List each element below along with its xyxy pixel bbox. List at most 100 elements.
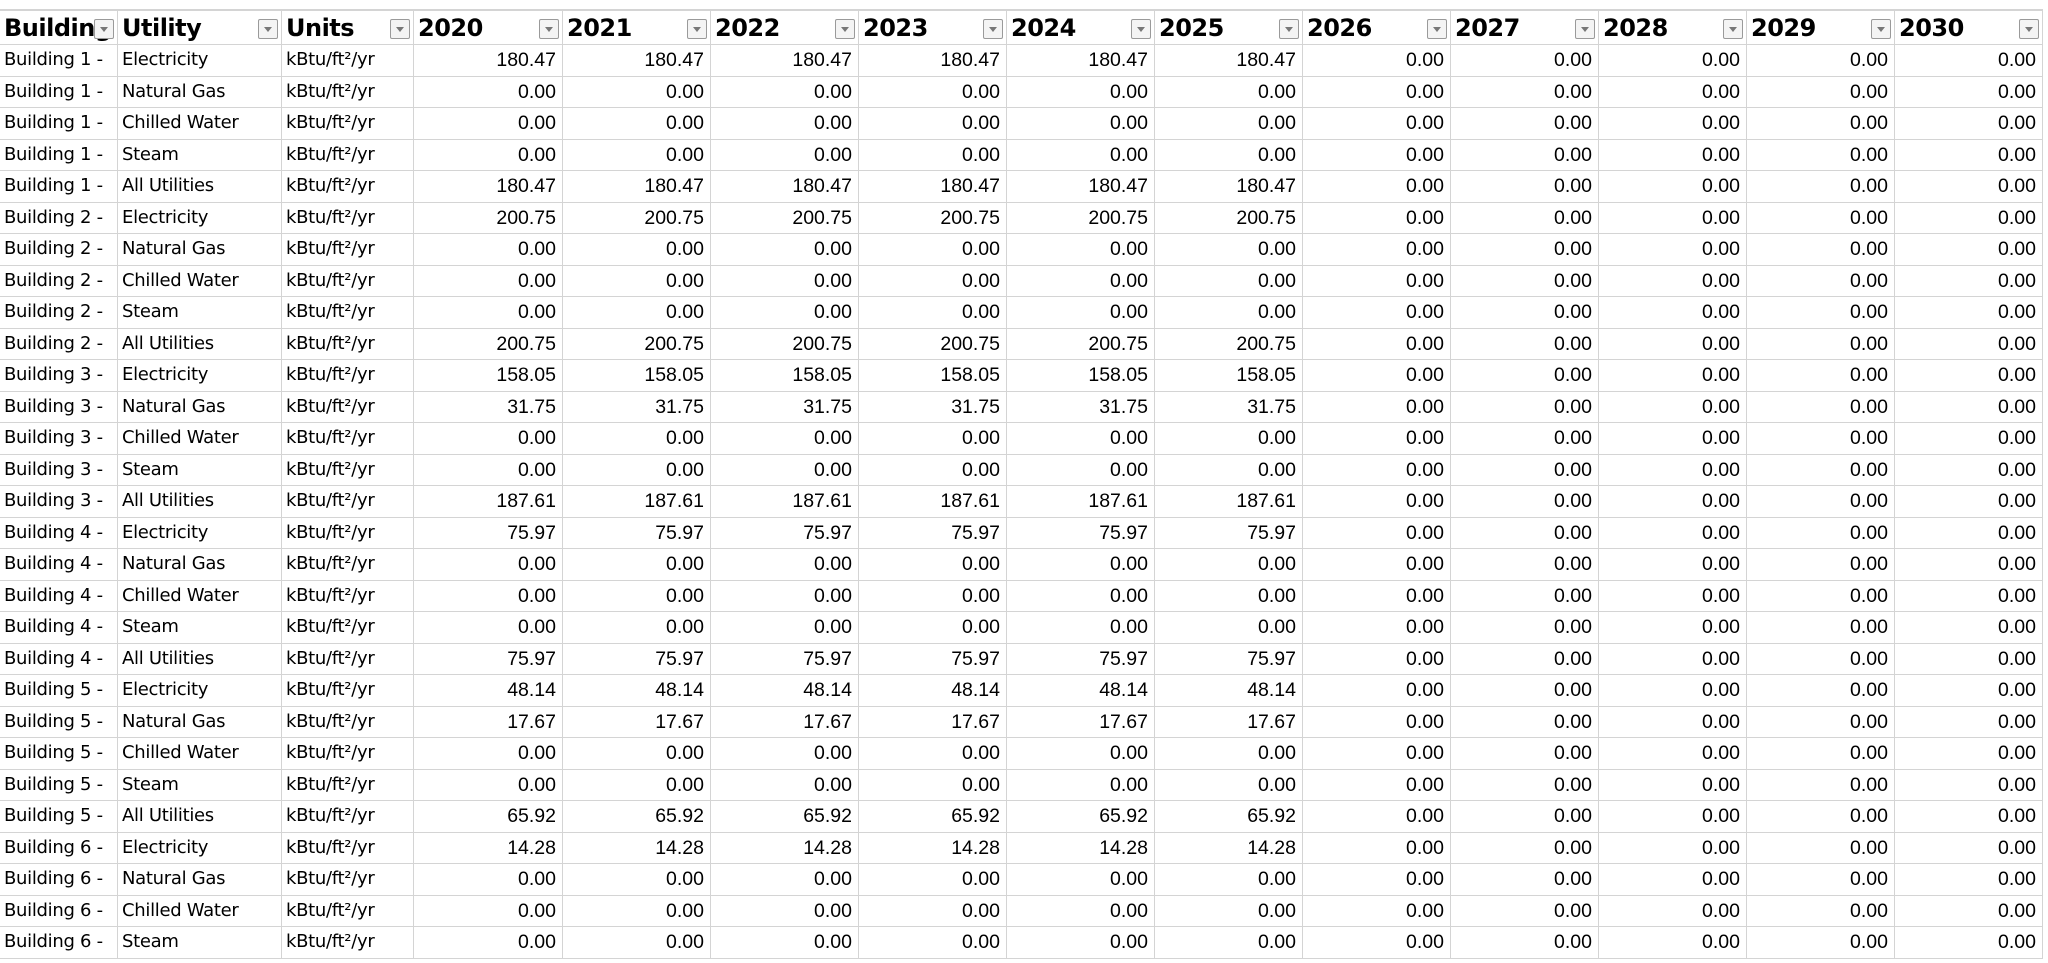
- value-cell[interactable]: 0.00: [1007, 423, 1155, 454]
- value-cell[interactable]: 0.00: [859, 612, 1007, 643]
- value-cell[interactable]: 0.00: [563, 738, 711, 769]
- value-cell[interactable]: 0.00: [859, 265, 1007, 296]
- building-cell[interactable]: Building 6 -: [0, 832, 118, 863]
- value-cell[interactable]: 0.00: [1155, 234, 1303, 265]
- value-cell[interactable]: 0.00: [1895, 171, 2043, 202]
- building-cell[interactable]: Building 6 -: [0, 864, 118, 895]
- value-cell[interactable]: 0.00: [1895, 832, 2043, 863]
- value-cell[interactable]: 0.00: [563, 612, 711, 643]
- value-cell[interactable]: 0.00: [1599, 549, 1747, 580]
- building-cell[interactable]: Building 1 -: [0, 171, 118, 202]
- value-cell[interactable]: 0.00: [711, 139, 859, 170]
- value-cell[interactable]: 0.00: [1303, 360, 1451, 391]
- value-cell[interactable]: 200.75: [859, 202, 1007, 233]
- value-cell[interactable]: 0.00: [414, 423, 563, 454]
- value-cell[interactable]: 0.00: [1747, 328, 1895, 359]
- units-cell[interactable]: kBtu/ft²/yr: [282, 769, 414, 800]
- units-cell[interactable]: kBtu/ft²/yr: [282, 927, 414, 958]
- value-cell[interactable]: 0.00: [414, 895, 563, 926]
- value-cell[interactable]: 65.92: [1155, 801, 1303, 832]
- utility-cell[interactable]: Steam: [118, 769, 282, 800]
- utility-cell[interactable]: All Utilities: [118, 486, 282, 517]
- value-cell[interactable]: 200.75: [1155, 202, 1303, 233]
- value-cell[interactable]: 0.00: [563, 927, 711, 958]
- value-cell[interactable]: 158.05: [1155, 360, 1303, 391]
- value-cell[interactable]: 0.00: [1895, 486, 2043, 517]
- value-cell[interactable]: 0.00: [1747, 832, 1895, 863]
- value-cell[interactable]: 0.00: [1451, 423, 1599, 454]
- value-cell[interactable]: 65.92: [859, 801, 1007, 832]
- value-cell[interactable]: 200.75: [563, 328, 711, 359]
- value-cell[interactable]: 0.00: [1895, 423, 2043, 454]
- value-cell[interactable]: 0.00: [859, 423, 1007, 454]
- value-cell[interactable]: 0.00: [1599, 801, 1747, 832]
- value-cell[interactable]: 0.00: [1599, 864, 1747, 895]
- units-cell[interactable]: kBtu/ft²/yr: [282, 643, 414, 674]
- column-header[interactable]: Utility: [118, 11, 282, 44]
- building-cell[interactable]: Building 1 -: [0, 108, 118, 139]
- value-cell[interactable]: 0.00: [1747, 895, 1895, 926]
- building-cell[interactable]: Building 3 -: [0, 391, 118, 422]
- value-cell[interactable]: 75.97: [1155, 517, 1303, 548]
- value-cell[interactable]: 0.00: [711, 454, 859, 485]
- value-cell[interactable]: 31.75: [1155, 391, 1303, 422]
- value-cell[interactable]: 0.00: [1895, 328, 2043, 359]
- value-cell[interactable]: 180.47: [711, 45, 859, 76]
- value-cell[interactable]: 0.00: [1895, 297, 2043, 328]
- value-cell[interactable]: 180.47: [414, 171, 563, 202]
- value-cell[interactable]: 0.00: [1451, 171, 1599, 202]
- units-cell[interactable]: kBtu/ft²/yr: [282, 76, 414, 107]
- column-header[interactable]: 2023: [859, 11, 1007, 44]
- units-cell[interactable]: kBtu/ft²/yr: [282, 139, 414, 170]
- value-cell[interactable]: 31.75: [563, 391, 711, 422]
- value-cell[interactable]: 0.00: [1599, 328, 1747, 359]
- filter-dropdown-icon[interactable]: [1427, 19, 1447, 39]
- utility-cell[interactable]: Electricity: [118, 202, 282, 233]
- value-cell[interactable]: 48.14: [711, 675, 859, 706]
- value-cell[interactable]: 0.00: [1895, 139, 2043, 170]
- utility-cell[interactable]: Chilled Water: [118, 423, 282, 454]
- value-cell[interactable]: 0.00: [1747, 265, 1895, 296]
- value-cell[interactable]: 0.00: [414, 612, 563, 643]
- filter-dropdown-icon[interactable]: [983, 19, 1003, 39]
- filter-dropdown-icon[interactable]: [1871, 19, 1891, 39]
- value-cell[interactable]: 0.00: [859, 454, 1007, 485]
- value-cell[interactable]: 0.00: [1451, 454, 1599, 485]
- value-cell[interactable]: 0.00: [563, 297, 711, 328]
- value-cell[interactable]: 17.67: [1155, 706, 1303, 737]
- utility-cell[interactable]: Natural Gas: [118, 76, 282, 107]
- value-cell[interactable]: 0.00: [1451, 139, 1599, 170]
- value-cell[interactable]: 0.00: [563, 895, 711, 926]
- column-header[interactable]: 2025: [1155, 11, 1303, 44]
- value-cell[interactable]: 0.00: [1303, 454, 1451, 485]
- building-cell[interactable]: Building 3 -: [0, 486, 118, 517]
- utility-cell[interactable]: Chilled Water: [118, 738, 282, 769]
- value-cell[interactable]: 200.75: [1007, 328, 1155, 359]
- units-cell[interactable]: kBtu/ft²/yr: [282, 202, 414, 233]
- value-cell[interactable]: 65.92: [563, 801, 711, 832]
- value-cell[interactable]: 0.00: [1895, 454, 2043, 485]
- value-cell[interactable]: 0.00: [711, 864, 859, 895]
- utility-cell[interactable]: Steam: [118, 612, 282, 643]
- value-cell[interactable]: 180.47: [859, 45, 1007, 76]
- value-cell[interactable]: 0.00: [1155, 76, 1303, 107]
- value-cell[interactable]: 31.75: [1007, 391, 1155, 422]
- value-cell[interactable]: 0.00: [414, 76, 563, 107]
- value-cell[interactable]: 180.47: [1007, 171, 1155, 202]
- value-cell[interactable]: 0.00: [414, 234, 563, 265]
- value-cell[interactable]: 0.00: [1303, 738, 1451, 769]
- value-cell[interactable]: 17.67: [1007, 706, 1155, 737]
- value-cell[interactable]: 0.00: [1451, 769, 1599, 800]
- value-cell[interactable]: 0.00: [859, 234, 1007, 265]
- utility-cell[interactable]: Steam: [118, 297, 282, 328]
- value-cell[interactable]: 0.00: [1451, 675, 1599, 706]
- value-cell[interactable]: 0.00: [563, 108, 711, 139]
- value-cell[interactable]: 17.67: [711, 706, 859, 737]
- value-cell[interactable]: 0.00: [1747, 864, 1895, 895]
- value-cell[interactable]: 0.00: [1747, 76, 1895, 107]
- utility-cell[interactable]: Steam: [118, 454, 282, 485]
- value-cell[interactable]: 0.00: [1007, 864, 1155, 895]
- value-cell[interactable]: 65.92: [414, 801, 563, 832]
- value-cell[interactable]: 0.00: [1747, 769, 1895, 800]
- filter-dropdown-icon[interactable]: [94, 19, 114, 39]
